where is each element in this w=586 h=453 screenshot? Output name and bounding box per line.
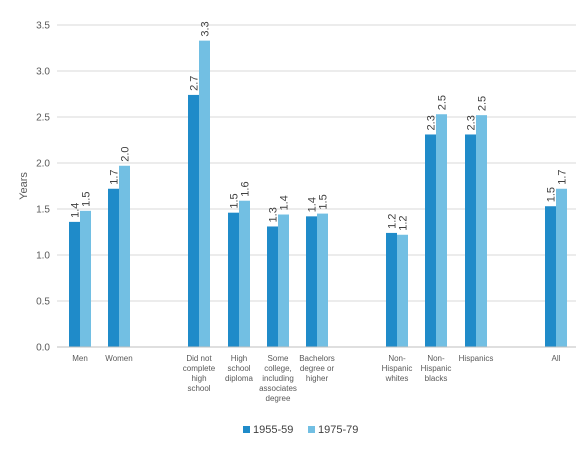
bar — [306, 216, 317, 347]
data-label: 1.3 — [268, 207, 280, 222]
data-label: 1.4 — [70, 203, 82, 218]
bar — [545, 206, 556, 347]
x-category-label: High school diploma — [225, 354, 254, 383]
bar — [556, 188, 567, 347]
data-label: 1.7 — [557, 169, 569, 184]
y-tick-label: 1.5 — [36, 205, 50, 216]
x-category-label: All — [552, 354, 561, 363]
x-category-label: Some college, including associates degree — [259, 354, 297, 403]
data-label: 3.3 — [200, 21, 212, 36]
legend-swatch — [243, 426, 250, 433]
data-label: 2.3 — [466, 115, 478, 130]
x-category-label: Women — [105, 354, 132, 363]
data-label: 1.7 — [109, 169, 121, 184]
y-axis: 0.0 0.5 1.0 1.5 2.0 2.5 3.0 3.5 — [36, 21, 50, 354]
data-label: 1.5 — [229, 193, 241, 208]
data-label: 2.5 — [477, 96, 489, 111]
bar — [267, 226, 278, 347]
y-tick-label: 3.5 — [36, 21, 50, 32]
bar — [465, 134, 476, 347]
bar — [425, 134, 436, 347]
legend-swatch — [308, 426, 315, 433]
y-tick-label: 0.5 — [36, 297, 50, 308]
bar — [199, 40, 210, 347]
bar — [119, 165, 130, 347]
y-axis-label: Years — [18, 172, 30, 200]
y-tick-label: 2.0 — [36, 159, 50, 170]
legend-label: 1975-79 — [318, 424, 358, 436]
bar — [188, 94, 199, 347]
data-label: 1.2 — [398, 215, 410, 230]
data-label: 1.5 — [81, 192, 93, 207]
y-tick-label: 0.0 — [36, 343, 50, 354]
bars — [69, 40, 567, 348]
legend: 1955-59 1975-79 — [243, 424, 358, 436]
bar — [80, 210, 91, 347]
bar — [228, 212, 239, 347]
bar — [278, 214, 289, 347]
data-label: 2.7 — [189, 76, 201, 91]
y-tick-label: 1.0 — [36, 251, 50, 262]
x-category-label: Non-Hispanic blacks — [421, 354, 452, 383]
data-labels: 1.41.72.71.51.31.41.22.3 2.31.51.52.03.31… — [70, 21, 569, 230]
bar — [69, 221, 80, 347]
data-label: 2.5 — [437, 95, 449, 110]
x-category-label: Hispanics — [459, 354, 494, 363]
bar — [476, 115, 487, 347]
data-label: 1.6 — [240, 181, 252, 196]
data-label: 2.3 — [426, 115, 438, 130]
bar — [436, 114, 447, 348]
legend-label: 1955-59 — [253, 424, 293, 436]
x-category-label: Non-Hispanic whites — [382, 354, 413, 383]
x-category-label: Did not complete high school — [183, 354, 216, 393]
y-tick-label: 2.5 — [36, 113, 50, 124]
bar — [397, 234, 408, 347]
y-tick-label: 3.0 — [36, 67, 50, 78]
data-label: 1.4 — [307, 197, 319, 212]
bar — [317, 213, 328, 347]
bar — [108, 188, 119, 347]
bar — [386, 232, 397, 347]
bar — [239, 200, 250, 347]
x-axis-categories: Men Women Did not complete high school High sch… — [72, 354, 560, 403]
data-label: 1.5 — [318, 194, 330, 209]
x-category-label: Men — [72, 354, 88, 363]
data-label: 1.5 — [546, 187, 558, 202]
data-label: 2.0 — [120, 146, 132, 161]
data-label: 1.2 — [387, 214, 399, 229]
x-category-label: Bachelors degree or higher — [299, 354, 335, 383]
data-label: 1.4 — [279, 195, 291, 210]
